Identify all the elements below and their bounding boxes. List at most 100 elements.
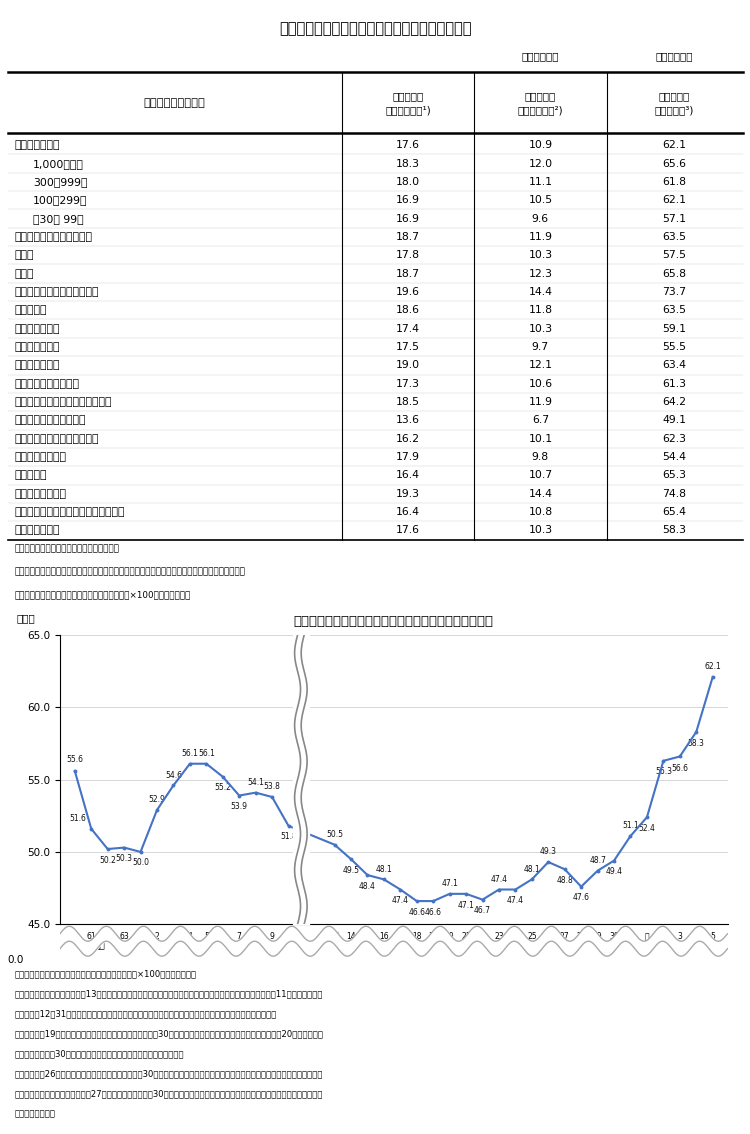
Text: 20: 20 — [445, 932, 454, 941]
Text: 16: 16 — [379, 932, 388, 941]
Text: 48.4: 48.4 — [359, 881, 376, 890]
Text: 12.0: 12.0 — [528, 159, 553, 169]
Text: 令和５年調査計: 令和５年調査計 — [15, 141, 60, 151]
Text: 労働者１人
平均付与日数¹): 労働者１人 平均付与日数¹) — [386, 91, 431, 115]
Text: 48.7: 48.7 — [590, 856, 606, 865]
Text: 令和４年調査計: 令和４年調査計 — [15, 525, 60, 535]
Text: 18.7: 18.7 — [396, 232, 420, 242]
Text: 12.3: 12.3 — [528, 269, 552, 279]
Text: 49.5: 49.5 — [343, 865, 359, 874]
Text: 8: 8 — [254, 932, 258, 941]
Text: 28: 28 — [577, 932, 586, 941]
Text: 52.4: 52.4 — [638, 823, 656, 832]
Text: 65.4: 65.4 — [662, 507, 686, 517]
Text: 30〜 99人: 30〜 99人 — [33, 213, 84, 223]
Text: 1,000人以上: 1,000人以上 — [33, 159, 84, 169]
Text: 17.3: 17.3 — [396, 379, 420, 389]
Text: 学術研究，専門・技術サービス業: 学術研究，専門・技術サービス業 — [15, 397, 112, 407]
Text: （％）: （％） — [16, 613, 35, 624]
Text: 2: 2 — [661, 932, 666, 941]
Text: 7: 7 — [237, 932, 242, 941]
Text: 58.3: 58.3 — [688, 739, 705, 748]
Text: 56.3: 56.3 — [655, 768, 672, 777]
Text: 47.1: 47.1 — [441, 879, 458, 888]
Text: 22: 22 — [478, 932, 488, 941]
Text: 宿泊業，飲食サービス業: 宿泊業，飲食サービス業 — [15, 415, 86, 425]
Text: 19: 19 — [428, 932, 438, 941]
Text: 48.1: 48.1 — [376, 864, 392, 873]
Text: 17.4: 17.4 — [396, 323, 420, 333]
Text: 昭和: 昭和 — [94, 941, 105, 950]
Text: 62.1: 62.1 — [662, 195, 686, 205]
Text: 9.7: 9.7 — [532, 342, 549, 352]
Text: 49.4: 49.4 — [605, 868, 622, 877]
Text: 18.3: 18.3 — [396, 159, 420, 169]
Text: 50.3: 50.3 — [116, 854, 133, 863]
Text: 23: 23 — [494, 932, 504, 941]
Text: 19.3: 19.3 — [396, 489, 420, 499]
Text: 注：１）「付与日数」は，繰越日数を除く。: 注：１）「付与日数」は，繰越日数を除く。 — [15, 544, 120, 553]
Text: 49.1: 49.1 — [662, 415, 686, 425]
Text: 医療，福祉: 医療，福祉 — [15, 471, 47, 481]
Text: 74.8: 74.8 — [662, 489, 686, 499]
Text: 50.2: 50.2 — [99, 855, 116, 864]
Text: 47.4: 47.4 — [392, 896, 409, 905]
Text: 63: 63 — [119, 932, 129, 941]
Text: 100〜299人: 100〜299人 — [33, 195, 88, 205]
Text: 53.8: 53.8 — [264, 782, 280, 792]
Text: 14: 14 — [346, 932, 355, 941]
Text: 情報通信業: 情報通信業 — [15, 305, 47, 315]
Text: 鉱業，採石業，砂利採取業: 鉱業，採石業，砂利採取業 — [15, 232, 93, 242]
Text: 労働者１人
平均取得率³): 労働者１人 平均取得率³) — [655, 91, 694, 115]
Text: 50.0: 50.0 — [132, 858, 149, 868]
Text: 第５表　労働者１人平均年次有給休暇の取得状況: 第５表 労働者１人平均年次有給休暇の取得状況 — [279, 20, 471, 36]
Text: 60: 60 — [70, 932, 80, 941]
Text: サービス業（他に分類されないもの）: サービス業（他に分類されないもの） — [15, 507, 125, 517]
Text: 19.0: 19.0 — [396, 361, 420, 371]
Text: 運輸業，郵便業: 運輸業，郵便業 — [15, 323, 60, 333]
Text: 47.4: 47.4 — [507, 896, 524, 905]
Text: （12月31日時点）１年間の状況を「賃金労働時間制度等総合調査」として取りまとめたものである。: （12月31日時点）１年間の状況を「賃金労働時間制度等総合調査」として取りまとめ… — [15, 1009, 278, 1018]
Text: 51.8: 51.8 — [280, 832, 297, 841]
Text: 16.4: 16.4 — [396, 471, 420, 481]
Text: 労働者１人
平均取得日数²): 労働者１人 平均取得日数²) — [518, 91, 563, 115]
Text: 16.4: 16.4 — [396, 507, 420, 517]
Text: 元: 元 — [645, 932, 650, 941]
Text: 51.6: 51.6 — [70, 814, 86, 823]
Text: 生活関連サービス業，娯楽業: 生活関連サービス業，娯楽業 — [15, 433, 99, 443]
Text: 3: 3 — [171, 932, 176, 941]
Text: （単位：日）: （単位：日） — [522, 51, 559, 61]
Text: 48.1: 48.1 — [524, 864, 540, 873]
Text: 6: 6 — [220, 932, 225, 941]
Text: 63.5: 63.5 — [662, 232, 686, 242]
Text: ２）「取得日数」は，令和４年（又は令和３会計年度）１年間に実際に取得した日数である。: ２）「取得日数」は，令和４年（又は令和３会計年度）１年間に実際に取得した日数であ… — [15, 567, 246, 576]
Text: ３）「取得率」は，取得日数計／付与日数計×100（％）である。: ３）「取得率」は，取得日数計／付与日数計×100（％）である。 — [15, 591, 191, 600]
Text: 21: 21 — [461, 932, 471, 941]
Text: ２）年次については，平成13年以降は調査年（１月１日時点）の前年１年間の状況を表すものであり，平成11年以前は調査年: ２）年次については，平成13年以降は調査年（１月１日時点）の前年１年間の状況を表… — [15, 990, 323, 998]
Text: 65.8: 65.8 — [662, 269, 686, 279]
Text: 57.1: 57.1 — [662, 213, 686, 223]
Text: 11.9: 11.9 — [528, 232, 552, 242]
Text: 5: 5 — [204, 932, 209, 941]
Text: 10.6: 10.6 — [528, 379, 553, 389]
Text: 10.3: 10.3 — [528, 323, 553, 333]
Text: 25: 25 — [527, 932, 537, 941]
Text: ４）平成26年以前は，調査対象を「常用労働者が30人以上の会社組織の民営企業」としており，また，「複合サービス事業」: ４）平成26年以前は，調査対象を「常用労働者が30人以上の会社組織の民営企業」と… — [15, 1069, 323, 1078]
Text: 5: 5 — [710, 932, 716, 941]
Text: 62.3: 62.3 — [662, 433, 686, 443]
Text: ３）平成19年以前は，調査対象を「本社の常用労働者が30人以上の会社組織の民営企業」としており，平成20年から「常用: ３）平成19年以前は，調査対象を「本社の常用労働者が30人以上の会社組織の民営企… — [15, 1030, 324, 1039]
Text: 10.1: 10.1 — [528, 433, 553, 443]
Text: 9: 9 — [270, 932, 274, 941]
Text: 4: 4 — [188, 932, 192, 941]
Text: 30: 30 — [609, 932, 619, 941]
Text: 62.1: 62.1 — [662, 141, 686, 151]
Text: を含まなかったが，平成27年より「常用労働者が30人以上の民営法人」とし，さらに「複合サービス事業」を含めること: を含まなかったが，平成27年より「常用労働者が30人以上の民営法人」とし，さらに… — [15, 1090, 323, 1099]
Text: 10.3: 10.3 — [528, 251, 553, 261]
Text: 元: 元 — [138, 932, 142, 941]
Text: 18: 18 — [412, 932, 422, 941]
Text: 61: 61 — [86, 932, 96, 941]
Text: 14.4: 14.4 — [528, 489, 552, 499]
Text: 73.7: 73.7 — [662, 287, 686, 297]
Text: 18.7: 18.7 — [396, 269, 420, 279]
Text: 64.2: 64.2 — [662, 397, 686, 407]
